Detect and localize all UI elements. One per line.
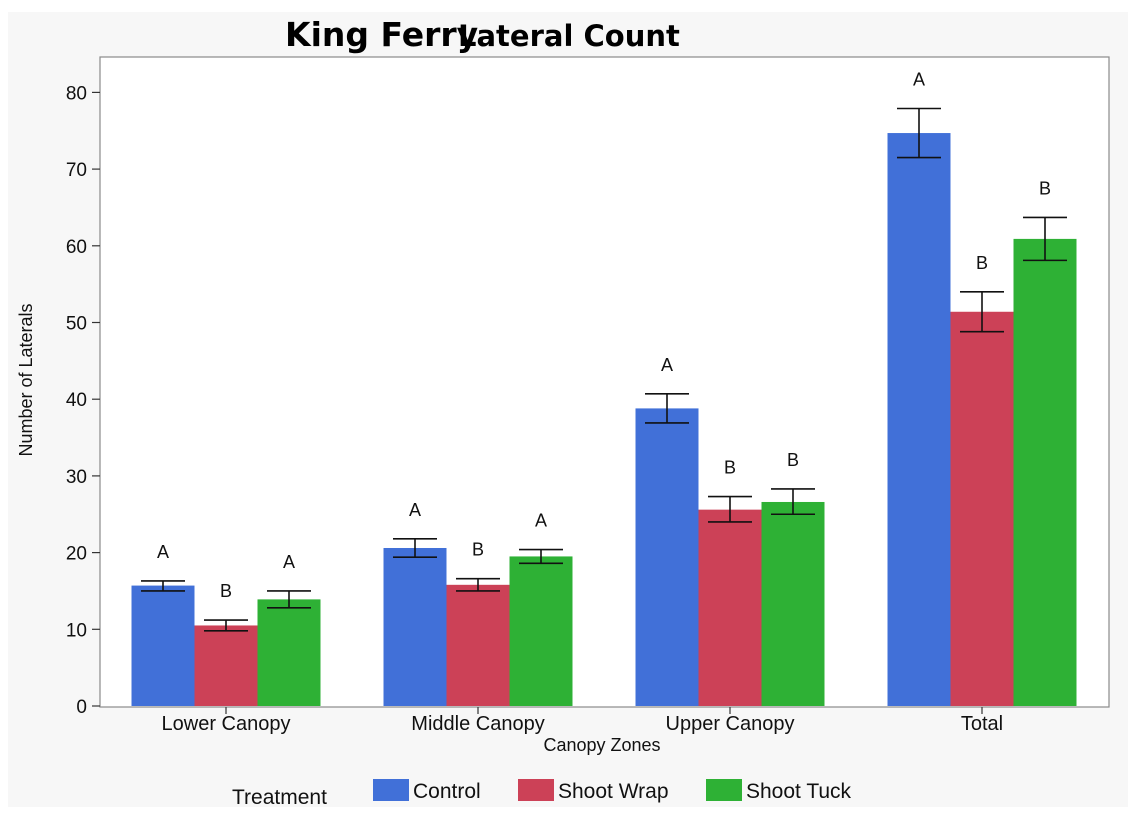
bar-control — [887, 133, 951, 706]
x-axis-title: Canopy Zones — [543, 735, 660, 755]
significance-letter: B — [220, 581, 232, 601]
x-tick-label: Total — [961, 713, 1003, 735]
bar-shoot-wrap — [194, 625, 258, 706]
x-axis: Lower Canopy Middle Canopy Upper Canopy Tot… — [162, 707, 1003, 735]
y-tick-label: 60 — [66, 237, 87, 258]
y-tick-label: 0 — [76, 697, 87, 718]
bar-shoot-tuck — [761, 501, 825, 706]
significance-letter: B — [976, 253, 988, 273]
y-tick-label: 50 — [66, 314, 87, 335]
chart-title-part1: King Ferry — [285, 15, 478, 54]
significance-letter: B — [1039, 178, 1051, 198]
x-tick-label: Middle Canopy — [411, 713, 544, 735]
bar-shoot-wrap — [698, 509, 762, 706]
x-tick-label: Lower Canopy — [162, 713, 291, 735]
legend-swatch-shoot-wrap — [518, 779, 554, 801]
y-axis: 0 10 20 30 40 50 60 70 80 — [66, 83, 100, 718]
significance-letter: A — [913, 70, 925, 90]
bar-shoot-wrap — [950, 311, 1014, 706]
significance-letter: B — [787, 450, 799, 470]
y-tick-label: 40 — [66, 390, 87, 411]
bars-group — [131, 133, 1077, 706]
y-axis-title: Number of Laterals — [16, 303, 36, 456]
bar-shoot-tuck — [509, 556, 573, 706]
significance-letter: A — [535, 511, 547, 531]
legend-label: Shoot Wrap — [558, 780, 669, 803]
significance-letter: A — [283, 552, 295, 572]
bar-shoot-wrap — [446, 584, 510, 706]
legend-label: Shoot Tuck — [746, 780, 852, 803]
bar-shoot-tuck — [257, 599, 321, 706]
significance-letter: A — [409, 500, 421, 520]
y-tick-label: 10 — [66, 620, 87, 641]
y-tick-label: 20 — [66, 544, 87, 565]
bar-shoot-tuck — [1013, 238, 1077, 706]
y-tick-label: 80 — [66, 83, 87, 104]
y-tick-label: 30 — [66, 467, 87, 488]
significance-letter: B — [472, 540, 484, 560]
error-bars-group — [141, 107, 1067, 632]
bar-control — [383, 547, 447, 706]
significance-letter: A — [661, 355, 673, 375]
legend: Treatment Control Shoot Wrap Shoot Tuck — [232, 779, 852, 809]
bar-control — [635, 408, 699, 706]
significance-letter: B — [724, 458, 736, 478]
y-tick-label: 70 — [66, 160, 87, 181]
chart-title-part2: Lateral Count — [458, 19, 680, 53]
x-tick-label: Upper Canopy — [666, 713, 795, 735]
significance-letters-group: A B A A B A A B B A B B — [157, 70, 1051, 602]
legend-title: Treatment — [232, 786, 327, 809]
bar-control — [131, 585, 195, 706]
legend-swatch-control — [373, 779, 409, 801]
legend-swatch-shoot-tuck — [706, 779, 742, 801]
significance-letter: A — [157, 542, 169, 562]
legend-label: Control — [413, 780, 481, 803]
